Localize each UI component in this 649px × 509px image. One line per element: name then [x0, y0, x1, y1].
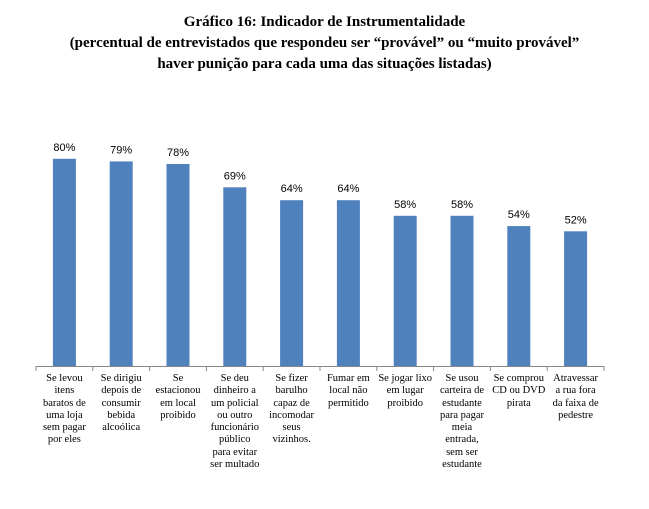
- category-label-line: pirata: [506, 397, 531, 409]
- data-label: 64%: [337, 183, 359, 195]
- category-label-line: Se levou: [46, 373, 83, 384]
- category-label-line: vizinhos.: [272, 434, 311, 446]
- category-label-line: ou outro: [217, 409, 253, 421]
- category-label-line: Se: [172, 373, 184, 384]
- category-label-line: proibido: [160, 409, 196, 421]
- category-label-line: para pagar: [439, 409, 484, 421]
- category-label-line: Se usou: [445, 373, 479, 384]
- category-label: Se levou itens baratos de uma loja sem pagar…: [36, 373, 92, 447]
- category-label-line: por eles: [47, 434, 81, 446]
- category-label-line: barulho: [275, 385, 308, 397]
- category-label-line: permitido: [327, 397, 369, 409]
- category-label: Se comprou CD ou DVD pirata: [491, 373, 547, 410]
- category-label-line: Se jogar lixo: [378, 373, 433, 384]
- bar: [564, 231, 588, 366]
- category-label-line: itens: [54, 385, 75, 397]
- category-label-line: meia: [451, 422, 473, 434]
- category-label-line: Se comprou: [493, 373, 545, 384]
- category-label-line: Atravessar: [553, 373, 599, 384]
- data-label: 54%: [508, 209, 530, 221]
- chart-subtitle-line: (percentual de entrevistados que respond…: [69, 35, 580, 51]
- category-label-line: Se dirigiu: [100, 373, 142, 384]
- category-label-line: entrada,: [445, 434, 479, 446]
- category-label-line: funcionário: [210, 422, 259, 434]
- bar: [450, 215, 474, 366]
- category-label: Se deu dinheiro a um policial ou outro funci…: [207, 373, 263, 471]
- data-label: 58%: [394, 199, 416, 211]
- category-label-line: dinheiro a: [213, 385, 256, 397]
- category-label-line: a rua fora: [555, 385, 596, 397]
- category-label-line: local não: [329, 385, 368, 397]
- category-label-line: bebida: [107, 409, 136, 421]
- category-label-line: CD ou DVD: [492, 385, 546, 397]
- bar: [52, 158, 76, 366]
- category-label-line: para evitar: [212, 446, 258, 458]
- category-label-line: incomodar: [269, 409, 315, 421]
- data-label: 64%: [281, 183, 303, 195]
- data-label: 78%: [167, 147, 189, 159]
- category-label: Atravessar a rua fora da faixa de pedestre: [548, 373, 604, 422]
- category-label-line: um policial: [211, 397, 259, 409]
- category-label-line: sem ser: [446, 446, 478, 458]
- category-label-line: estacionou: [155, 385, 201, 397]
- bar: [166, 164, 190, 366]
- category-label: Se usou carteira de estudante para pagar mei…: [434, 373, 490, 471]
- data-label: 52%: [565, 214, 587, 226]
- category-label-line: consumir: [101, 397, 141, 409]
- category-label-line: Se deu: [220, 373, 249, 384]
- category-label-line: alcoólica: [102, 422, 141, 434]
- category-label-line: da faixa de: [552, 397, 599, 409]
- category-label-line: estudante: [442, 397, 482, 409]
- category-label: Se dirigiu depois de consumir bebida alcoóli…: [93, 373, 149, 434]
- bar: [280, 200, 304, 366]
- category-label-line: pedestre: [558, 409, 594, 421]
- category-label-line: proibido: [387, 397, 423, 409]
- data-label: 69%: [224, 170, 246, 182]
- category-label-line: em local: [160, 397, 196, 409]
- category-label-line: Fumar em: [326, 373, 370, 384]
- category-label-line: baratos de: [42, 397, 86, 409]
- category-label-line: ser multado: [210, 459, 260, 471]
- category-label-line: carteira de: [439, 385, 484, 397]
- category-label-line: depois de: [101, 385, 142, 397]
- chart-title: Gráfico 16: Indicador de Instrumentalida…: [0, 12, 649, 75]
- bar: [336, 200, 360, 366]
- bar: [507, 226, 531, 366]
- category-label: Fumar em local não permitido: [320, 373, 376, 410]
- data-label: 58%: [451, 199, 473, 211]
- bar: [109, 161, 133, 366]
- category-label: Se estacionou em local proibido: [150, 373, 206, 422]
- category-label-line: uma loja: [46, 409, 83, 421]
- category-label: Se fizer barulho capaz de incomodar seus vizi…: [264, 373, 320, 447]
- category-label-line: sem pagar: [42, 422, 86, 434]
- bar: [393, 215, 417, 366]
- category-label-line: público: [219, 434, 251, 446]
- category-label-line: em lugar: [386, 385, 424, 397]
- bar: [223, 187, 247, 366]
- category-label: Se jogar lixo em lugar proibido: [377, 373, 433, 410]
- data-label: 79%: [110, 144, 132, 156]
- category-label-line: seus: [282, 422, 301, 434]
- category-label-line: capaz de: [273, 397, 310, 409]
- data-label: 80%: [53, 142, 75, 154]
- category-label-line: estudante: [442, 459, 482, 471]
- chart-title-line: Gráfico 16: Indicador de Instrumentalida…: [183, 14, 466, 30]
- chart-subtitle-line: haver punição para cada uma das situaçõe…: [157, 56, 492, 72]
- category-label-line: Se fizer: [275, 373, 308, 384]
